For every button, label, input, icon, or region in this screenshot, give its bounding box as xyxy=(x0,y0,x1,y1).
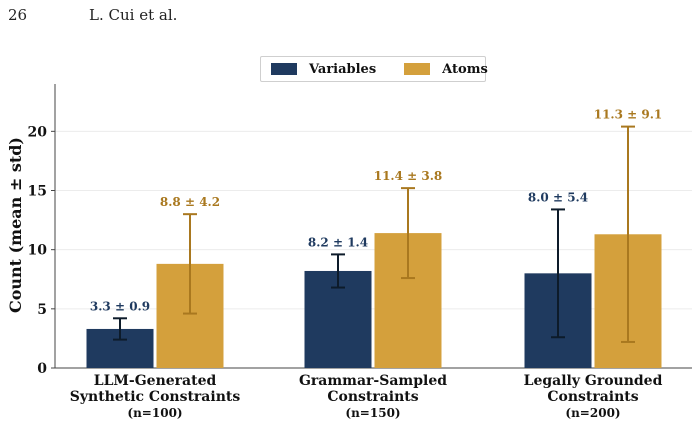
data-label: 3.3 ± 0.9 xyxy=(90,299,150,313)
x-tick-label: Synthetic Constraints xyxy=(70,389,241,405)
page-number: 26 xyxy=(8,6,28,24)
y-tick-label: 5 xyxy=(37,302,47,318)
legend-label-variables: Variables xyxy=(309,61,377,77)
x-tick-count: (n=150) xyxy=(345,406,400,420)
y-tick-label: 10 xyxy=(28,243,48,259)
legend-swatch-variables xyxy=(271,63,297,75)
data-label: 11.3 ± 9.1 xyxy=(594,108,663,122)
data-label: 8.0 ± 5.4 xyxy=(528,190,588,204)
data-label: 8.8 ± 4.2 xyxy=(160,195,220,209)
x-tick-label: Grammar-Sampled xyxy=(299,373,447,389)
y-tick-label: 0 xyxy=(37,361,47,377)
legend-entry-atoms: Atoms xyxy=(404,62,488,77)
data-label: 11.4 ± 3.8 xyxy=(374,169,443,183)
x-tick-count: (n=200) xyxy=(565,406,620,420)
y-tick-label: 15 xyxy=(28,184,47,200)
x-tick-label: Legally Grounded xyxy=(524,373,663,389)
legend-label-atoms: Atoms xyxy=(442,61,488,77)
y-tick-label: 20 xyxy=(28,124,48,140)
legend-entry-variables: Variables xyxy=(271,62,376,77)
running-head: L. Cui et al. xyxy=(89,6,178,24)
x-tick-label: Constraints xyxy=(547,389,638,405)
x-tick-label: LLM-Generated xyxy=(94,373,217,389)
x-tick-count: (n=100) xyxy=(127,406,182,420)
page-header: 26 L. Cui et al. xyxy=(0,0,698,40)
chart-legend: Variables Atoms xyxy=(260,56,488,82)
x-tick-label: Constraints xyxy=(327,389,418,405)
data-label: 8.2 ± 1.4 xyxy=(308,235,368,249)
legend-swatch-atoms xyxy=(404,63,431,75)
